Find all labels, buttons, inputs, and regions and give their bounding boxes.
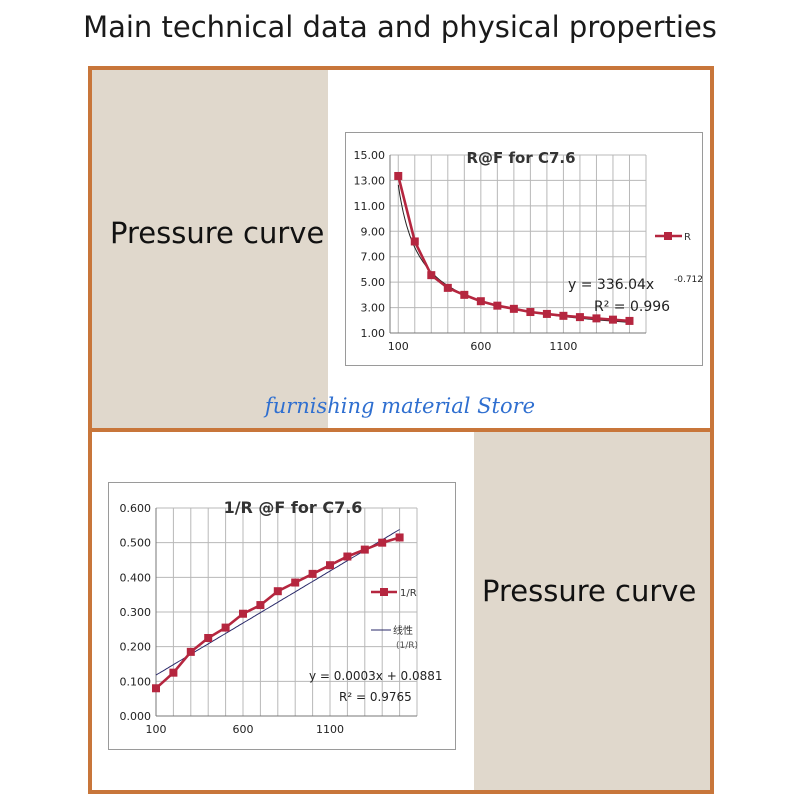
y-tick-label: 13.00 [354, 174, 386, 187]
bottom-panel-beige [474, 432, 710, 790]
y-tick-label: 5.00 [361, 276, 386, 289]
watermark: furnishing material Store [264, 394, 536, 418]
data-point-marker [221, 623, 230, 632]
data-point-marker [394, 171, 403, 180]
legend-label-r: R [684, 232, 691, 243]
chart-title: R@F for C7.6 [466, 149, 575, 167]
data-point-marker [592, 314, 601, 323]
data-point-marker [204, 634, 213, 642]
data-point-marker [493, 301, 502, 310]
data-point-marker [476, 297, 485, 306]
data-point-marker [542, 309, 551, 318]
trendline-r2: R² = 0.996 [594, 299, 670, 315]
data-point-marker [360, 545, 369, 554]
data-point-marker [326, 561, 334, 570]
data-point-marker [152, 684, 160, 693]
y-tick-label: 0.600 [120, 502, 152, 515]
trendline-equation-exponent: -0.712 [674, 275, 702, 285]
y-tick-label: 0.400 [120, 571, 152, 584]
top-panel-label: Pressure curve [110, 216, 325, 250]
y-tick-label: 0.500 [120, 537, 152, 550]
trendline [155, 529, 400, 676]
data-point-marker [410, 237, 419, 246]
data-point-marker [343, 552, 352, 561]
y-tick-label: 0.000 [120, 710, 152, 723]
legend-label-linear: 线性 [393, 624, 413, 637]
data-point-marker [427, 271, 436, 280]
y-tick-label: 7.00 [361, 251, 386, 264]
data-point-marker [608, 315, 617, 324]
trendline-equation: y = 336.04x [568, 277, 654, 293]
legend-marker-r [664, 232, 672, 240]
legend-marker-inv-r [380, 588, 388, 596]
y-tick-label: 9.00 [361, 225, 386, 238]
y-tick-label: 1.00 [361, 327, 386, 340]
data-point-marker [308, 569, 317, 578]
data-point-marker [186, 647, 195, 656]
data-point-marker [169, 668, 178, 677]
trendline-equation: y = 0.0003x + 0.0881 [309, 669, 443, 683]
data-point-marker [443, 283, 452, 292]
trendline-r2: R² = 0.9765 [339, 690, 412, 704]
x-tick-label: 100 [388, 340, 409, 353]
data-point-marker [509, 304, 518, 313]
y-tick-label: 3.00 [361, 302, 386, 315]
bottom-panel-label: Pressure curve [482, 574, 697, 608]
data-point-marker [395, 533, 404, 542]
legend-label-linear-sub: (1/R) [396, 641, 418, 651]
data-point-marker [291, 578, 300, 587]
top-panel-beige [92, 70, 328, 428]
x-tick-label: 1100 [549, 340, 577, 353]
x-tick-label: 600 [233, 723, 254, 736]
data-point-marker [625, 316, 634, 325]
data-point-marker [559, 311, 568, 320]
x-tick-label: 100 [146, 723, 167, 736]
chart-r-box: 15.00 13.00 11.00 9.00 7.00 5.00 3.00 1.00 100 60… [345, 132, 703, 366]
data-point-marker [239, 609, 247, 618]
data-point-marker [273, 587, 282, 596]
legend-label-inv-r: 1/R [400, 588, 417, 599]
data-point-marker [575, 313, 584, 322]
x-tick-label: 600 [470, 340, 491, 353]
data-point-marker [256, 601, 265, 610]
y-tick-label: 0.200 [120, 641, 152, 654]
y-tick-label: 11.00 [354, 200, 386, 213]
y-tick-label: 0.300 [120, 606, 152, 619]
y-tick-label: 15.00 [354, 149, 386, 162]
data-point-marker [378, 538, 387, 547]
y-tick-label: 0.100 [120, 675, 152, 688]
data-point-marker [526, 308, 535, 317]
page-title: Main technical data and physical propert… [83, 10, 717, 44]
top-panel: Pressure curve 15.00 13.00 11.00 9.00 7.00 5.… [88, 66, 714, 432]
chart-title: 1/R @F for C7.6 [224, 498, 363, 517]
data-point-marker [460, 290, 469, 299]
x-tick-label: 1100 [316, 723, 344, 736]
chart-inv-r-box: 0.600 0.500 0.400 0.300 0.200 0.100 0.000 100 60… [108, 482, 456, 750]
bottom-panel: 0.600 0.500 0.400 0.300 0.200 0.100 0.000 100 60… [88, 428, 714, 794]
